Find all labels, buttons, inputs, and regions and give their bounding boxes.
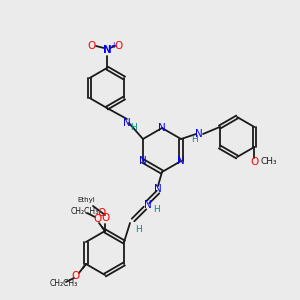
Text: H: H	[130, 124, 137, 133]
Text: Ethyl: Ethyl	[77, 197, 95, 203]
Text: O: O	[97, 208, 105, 218]
Text: O: O	[72, 271, 80, 281]
Text: O: O	[88, 41, 96, 51]
Text: N: N	[195, 129, 203, 139]
Text: N: N	[123, 118, 131, 128]
Text: CH₂CH₃: CH₂CH₃	[50, 280, 78, 289]
Text: N: N	[139, 156, 147, 166]
Text: H: H	[135, 224, 141, 233]
Text: H: H	[191, 134, 197, 143]
Text: O: O	[101, 213, 109, 223]
Text: +: +	[110, 40, 116, 50]
Text: H: H	[154, 206, 160, 214]
Text: O: O	[250, 157, 259, 167]
Text: N: N	[154, 184, 162, 194]
Text: CH₂CH₃: CH₂CH₃	[71, 206, 99, 215]
Text: O: O	[93, 214, 101, 224]
Text: O: O	[115, 41, 123, 51]
Text: N: N	[103, 45, 111, 55]
Text: N: N	[177, 156, 185, 166]
Text: N: N	[158, 123, 166, 133]
Text: CH₃: CH₃	[260, 158, 277, 166]
Text: N: N	[144, 200, 152, 210]
